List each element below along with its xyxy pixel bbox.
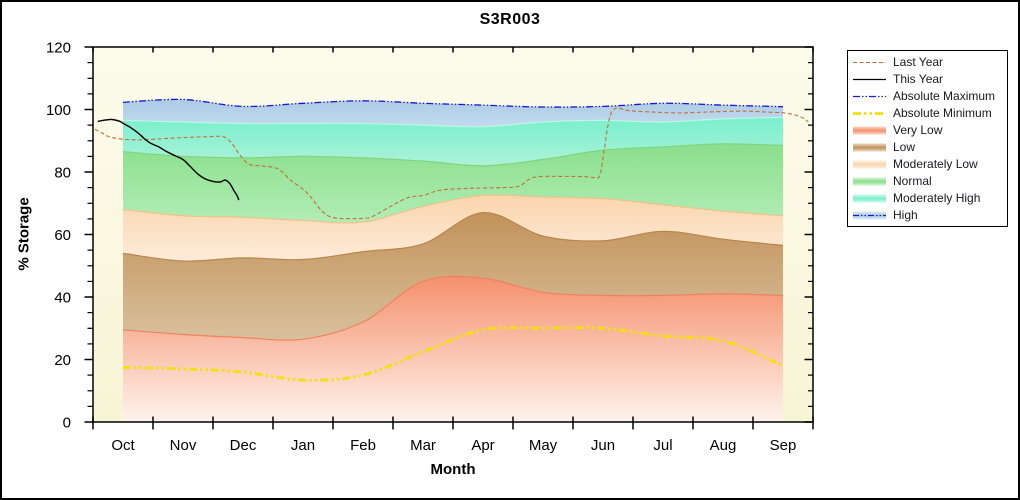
x-axis-title: Month: [430, 461, 476, 478]
legend-swatch-line-icon: [853, 95, 886, 98]
month-label: Nov: [170, 437, 197, 454]
y-tick-label: 40: [54, 290, 71, 307]
legend-item-moderately-high: Moderately High: [848, 190, 1007, 207]
legend-swatch-band-icon: [853, 194, 886, 203]
month-label: Oct: [111, 437, 135, 454]
month-label: Feb: [350, 437, 376, 454]
legend-swatch-band-icon: [853, 177, 886, 186]
band-edge-very-low: [122, 275, 784, 341]
month-label: Aug: [710, 437, 737, 454]
legend-label: Absolute Maximum: [893, 89, 996, 103]
band-high: [123, 99, 783, 127]
legend-label: Absolute Minimum: [893, 106, 992, 120]
legend-label: Moderately High: [893, 191, 981, 205]
month-label: Apr: [471, 437, 494, 454]
month-label: Mar: [410, 437, 436, 454]
bands: [122, 99, 784, 422]
y-tick-label: 20: [54, 352, 71, 369]
chart-title: S3R003: [479, 11, 541, 28]
y-axis-title: % Storage: [15, 197, 33, 271]
band-edge-moderately-low: [122, 194, 784, 224]
axis-labels: 0 20 40 60 80 100 120 Oct Nov Dec Jan Feb Mar Apr May J…: [46, 40, 796, 455]
band-moderately-low: [123, 194, 783, 262]
band-edge-low: [122, 211, 784, 262]
legend-label: This Year: [893, 72, 944, 86]
y-tick-label: 0: [63, 415, 71, 432]
band-normal: [123, 143, 783, 223]
legend-label: Normal: [893, 174, 932, 188]
line-absolute-maximum: [122, 98, 784, 108]
legend-label: High: [893, 208, 918, 222]
month-label: Jun: [591, 437, 615, 454]
legend-item-normal: Normal: [848, 173, 1007, 190]
legend-label: Low: [893, 140, 916, 154]
band-edge-moderately-high: [122, 116, 784, 128]
month-label: Jan: [291, 437, 315, 454]
data-lines: [94, 98, 809, 382]
band-very-low: [123, 276, 783, 422]
legend-item-very-low: Very Low: [848, 122, 1007, 139]
line-last-year: [94, 107, 809, 220]
legend-swatch-band-icon: [853, 160, 886, 169]
month-label: Jul: [653, 437, 672, 454]
legend-label: Moderately Low: [893, 157, 978, 171]
month-label: Dec: [230, 437, 257, 454]
legend-item-low: Low: [848, 139, 1007, 156]
y-tick-label: 80: [54, 165, 71, 182]
legend-label: Last Year: [893, 55, 944, 69]
legend-swatch-band-icon: [853, 143, 886, 152]
axis-ticks: [84, 46, 814, 430]
legend-item-absolute-maximum: Absolute Maximum: [848, 88, 1007, 105]
y-tick-label: 120: [46, 40, 71, 57]
legend-item-this-year: This Year: [848, 71, 1007, 88]
legend-swatch-line-icon: [853, 61, 886, 64]
legend-swatch-line-icon: [853, 78, 886, 81]
legend-swatch-line-icon: [853, 112, 886, 115]
band-edge-normal: [122, 143, 784, 167]
legend-label: Very Low: [893, 123, 943, 137]
legend-item-high: High: [848, 207, 1007, 224]
legend-item-absolute-minimum: Absolute Minimum: [848, 105, 1007, 122]
line-this-year: [97, 118, 240, 201]
line-absolute-minimum: [122, 326, 784, 382]
month-label: May: [529, 437, 558, 454]
legend: Last Year This Year Absolute Maximum Absolu…: [847, 50, 1008, 227]
band-moderately-high: [123, 117, 783, 166]
legend-item-last-year: Last Year: [848, 54, 1007, 71]
y-tick-label: 60: [54, 227, 71, 244]
legend-swatch-band-icon: [853, 126, 886, 135]
legend-swatch-band-icon: [853, 211, 886, 220]
y-tick-label: 100: [46, 102, 71, 119]
month-label: Sep: [770, 437, 797, 454]
legend-item-moderately-low: Moderately Low: [848, 156, 1007, 173]
